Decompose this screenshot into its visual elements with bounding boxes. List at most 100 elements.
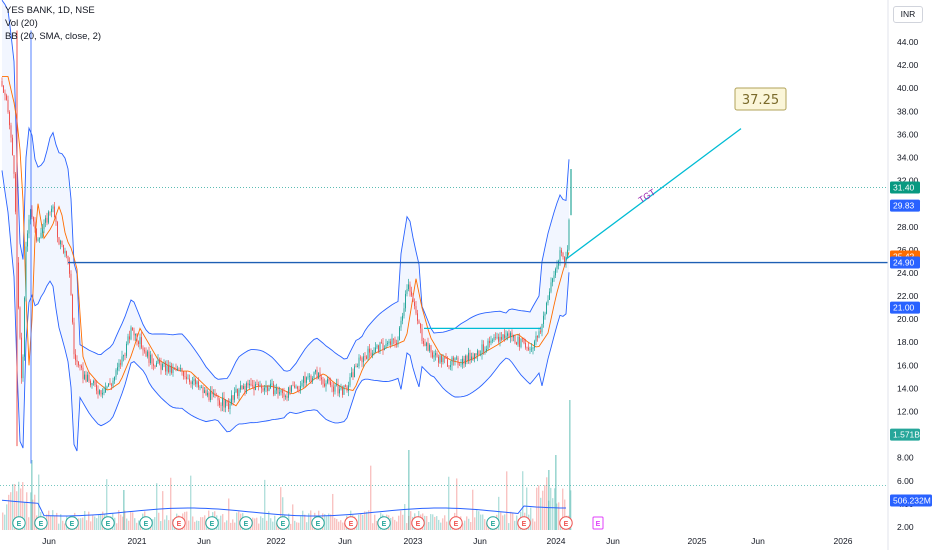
volume-bar [548, 500, 550, 530]
volume-bar [570, 490, 572, 530]
earnings-event-marker[interactable]: E [239, 516, 253, 530]
volume-bar [522, 471, 524, 530]
earnings-event-marker[interactable]: E [276, 516, 290, 530]
candle-body [253, 385, 255, 390]
earnings-event-label: E [454, 521, 459, 528]
candle-body [378, 345, 379, 353]
candle-body [445, 357, 447, 359]
earnings-event-marker[interactable]: E [139, 516, 153, 530]
candle-body [229, 403, 231, 409]
earnings-event-marker[interactable]: E [205, 516, 219, 530]
candle-body [427, 342, 429, 351]
volume-bar [530, 507, 532, 530]
earnings-event-marker[interactable]: E [12, 516, 26, 530]
candle-body [430, 345, 432, 353]
earnings-event-label: E [210, 521, 215, 528]
candle-body [222, 397, 223, 406]
drawings[interactable]: TGT 37.25 [0, 87, 888, 486]
candle-body [28, 219, 30, 234]
price-marker[interactable]: 21.00 [890, 301, 920, 314]
volume-bar [122, 516, 124, 530]
candle-body [6, 95, 7, 100]
candle-body [541, 324, 543, 333]
candle-body [372, 353, 373, 356]
target-price-box[interactable] [734, 87, 787, 111]
earnings-event-marker[interactable]: E [172, 516, 186, 530]
price-axis[interactable]: 44.0042.0040.0038.0036.0034.0032.0030.00… [887, 0, 932, 550]
earnings-event-marker[interactable]: E [377, 516, 391, 530]
volume-bar [356, 523, 358, 530]
currency-button[interactable]: INR [893, 6, 923, 23]
earnings-event-marker[interactable]: E [411, 516, 425, 530]
bollinger-legend[interactable]: BB (20, SMA, close, 2) [5, 31, 102, 42]
time-axis[interactable]: Jun 2021 Jun 2022 Jun 2023 Jun 2024 Jun 2025 Jun 20… [42, 536, 853, 546]
candle-body [199, 387, 201, 388]
candle-body [262, 388, 264, 391]
candle-body [64, 251, 66, 253]
earnings-event-marker[interactable]: E [486, 516, 500, 530]
candle-body [382, 343, 384, 351]
price-marker[interactable]: 29.83 [890, 199, 920, 212]
price-marker[interactable]: 1.571B [890, 428, 920, 441]
candle-body [141, 337, 142, 348]
candle-body [177, 368, 178, 371]
volume-bar [52, 510, 54, 530]
symbol-legend[interactable]: YES BANK, 1D, NSE [5, 5, 95, 16]
candle-body [477, 350, 478, 356]
volume-bar [56, 512, 58, 530]
candle-body [303, 376, 304, 383]
earnings-event-marker[interactable]: E [592, 516, 604, 530]
candle-body [288, 387, 289, 398]
volume-bar [294, 520, 296, 530]
volume-bar [538, 485, 540, 530]
volume-bar [436, 516, 438, 530]
price-marker[interactable]: 24.90 [890, 256, 920, 269]
candle-body [459, 364, 460, 366]
volume-bar [98, 514, 100, 530]
earnings-event-marker[interactable]: E [344, 516, 358, 530]
candle-body [358, 357, 360, 367]
candle-body [420, 323, 421, 329]
earnings-event-marker[interactable]: E [559, 516, 573, 530]
earnings-event-marker[interactable]: E [65, 516, 79, 530]
candle-body [487, 340, 489, 349]
candle-body [34, 221, 36, 229]
candle-body [109, 383, 111, 385]
earnings-event-circle [411, 516, 425, 530]
price-marker[interactable]: 31.40 [890, 181, 920, 194]
candle-body [73, 322, 75, 355]
candle-body [13, 155, 15, 174]
candle-body [1, 81, 3, 86]
candle-body [133, 330, 135, 336]
volume-bar [192, 516, 194, 530]
candle-body [478, 350, 480, 355]
candle-body [268, 388, 270, 391]
price-tick-label: 14.00 [897, 383, 919, 393]
volume-bar [268, 511, 270, 530]
earnings-event-marker[interactable]: E [101, 516, 115, 530]
volume-bar [20, 488, 22, 530]
volume-legend[interactable]: Vol (20) [5, 18, 38, 29]
earnings-event-circle [205, 516, 219, 530]
candle-body [325, 383, 327, 387]
earnings-event-marker[interactable]: E [311, 516, 325, 530]
candle-body [556, 265, 558, 269]
candle-body [234, 392, 235, 400]
earnings-event-marker[interactable]: E [449, 516, 463, 530]
volume-bar [408, 515, 410, 530]
earnings-event-marker[interactable]: E [517, 516, 531, 530]
volume-bar [30, 492, 32, 530]
volume-bar [374, 514, 376, 530]
candle-body [261, 385, 262, 389]
earnings-event-circle [65, 516, 79, 530]
candle-body [319, 372, 321, 378]
candle-body [265, 385, 267, 388]
time-tick-label: Jun [197, 536, 211, 546]
volume-bar [62, 520, 64, 530]
earnings-event-marker[interactable]: E [34, 516, 48, 530]
volume-histogram [1, 400, 572, 530]
price-marker[interactable]: 506.232M [890, 494, 932, 507]
target-trend-line[interactable] [565, 128, 742, 260]
